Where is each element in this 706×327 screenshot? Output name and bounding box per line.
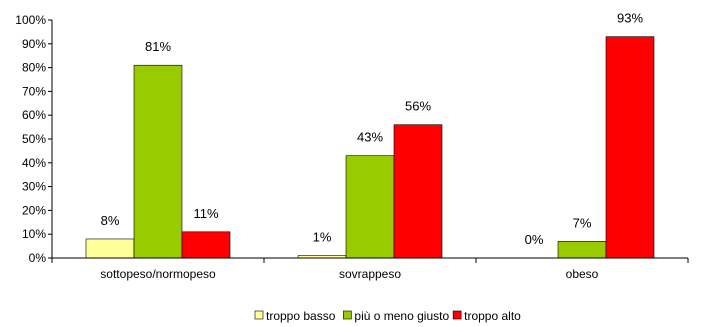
data-label: 11% [193, 206, 218, 221]
y-tick-label: 40% [22, 156, 46, 170]
data-label: 81% [145, 39, 171, 54]
y-tick-label: 20% [22, 203, 46, 217]
legend-swatch [343, 310, 352, 320]
legend: troppo basso più o meno giusto troppo alto [254, 309, 521, 323]
y-tick-label: 100% [15, 13, 46, 27]
data-label: 56% [405, 99, 431, 114]
data-label: 0% [525, 232, 544, 247]
legend-label: troppo basso [266, 309, 336, 323]
bar [393, 124, 443, 259]
data-label: 43% [357, 130, 383, 145]
bar [85, 238, 135, 259]
bar [557, 241, 607, 259]
legend-swatch [452, 310, 462, 320]
data-label: 8% [101, 213, 120, 228]
legend-label: troppo alto [464, 309, 521, 323]
data-labels: 8% 81% 11% 1% 43% 56% 0% 7% 93% [101, 11, 644, 247]
y-axis: 0% 10% 20% 30% 40% 50% 60% 70% 80% 90% 100% [15, 13, 53, 265]
y-tick-label: 80% [22, 61, 46, 75]
y-tick-label: 90% [22, 37, 46, 51]
x-tick-label: obeso [566, 267, 599, 281]
y-tick-label: 10% [22, 227, 46, 241]
legend-label: più o meno giusto [354, 309, 449, 323]
legend-swatch [254, 310, 264, 320]
bars [85, 36, 655, 259]
data-label: 7% [573, 215, 592, 230]
data-label: 93% [617, 11, 643, 26]
y-tick-label: 0% [29, 251, 47, 265]
x-tick-label: sottopeso/normopeso [100, 267, 216, 281]
bar [605, 36, 655, 259]
y-tick-label: 30% [22, 180, 46, 194]
x-axis: sottopeso/normopeso sovrappeso obeso [51, 257, 689, 281]
y-tick-label: 60% [22, 108, 46, 122]
x-tick-label: sovrappeso [339, 267, 401, 281]
y-tick-label: 70% [22, 84, 46, 98]
bar [181, 231, 231, 259]
bar [133, 64, 183, 259]
y-tick-label: 50% [22, 132, 46, 146]
bar [345, 155, 395, 259]
data-label: 1% [313, 230, 332, 245]
